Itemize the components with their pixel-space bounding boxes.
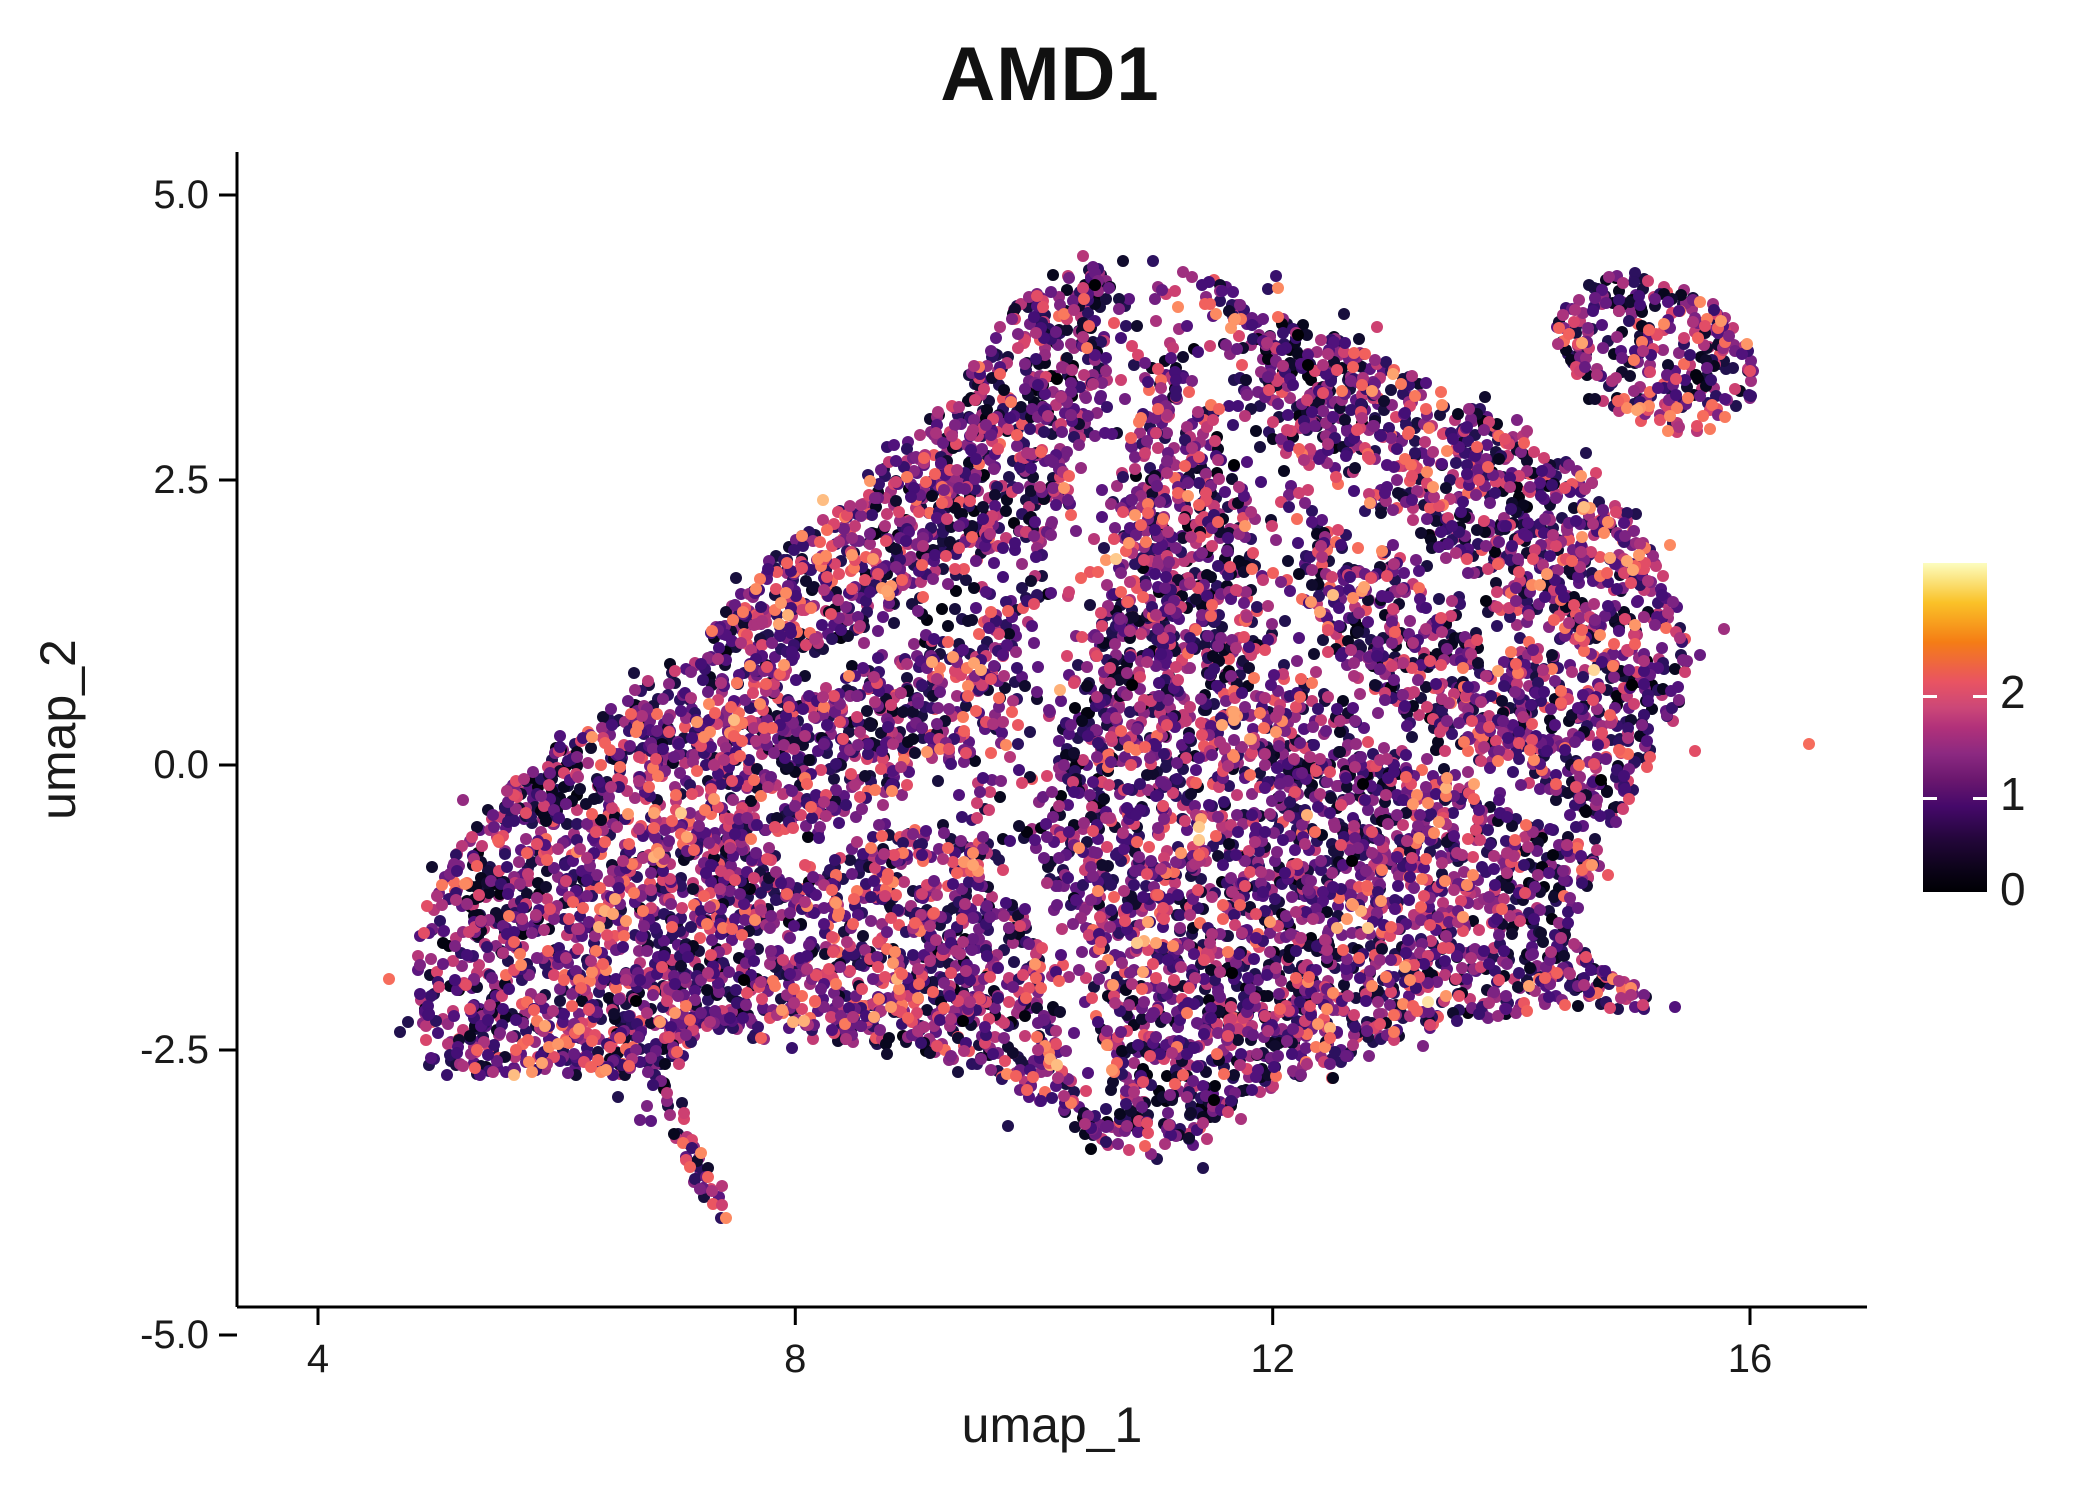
- svg-text:16: 16: [1728, 1337, 1773, 1381]
- svg-text:12: 12: [1250, 1337, 1295, 1381]
- svg-text:5.0: 5.0: [153, 173, 209, 217]
- svg-text:umap_2: umap_2: [30, 639, 86, 820]
- svg-text:umap_1: umap_1: [962, 1397, 1143, 1453]
- svg-text:-5.0: -5.0: [140, 1313, 209, 1357]
- svg-text:0.0: 0.0: [153, 743, 209, 787]
- svg-text:8: 8: [784, 1337, 806, 1381]
- svg-text:4: 4: [307, 1337, 329, 1381]
- svg-text:-2.5: -2.5: [140, 1028, 209, 1072]
- svg-text:2.5: 2.5: [153, 458, 209, 502]
